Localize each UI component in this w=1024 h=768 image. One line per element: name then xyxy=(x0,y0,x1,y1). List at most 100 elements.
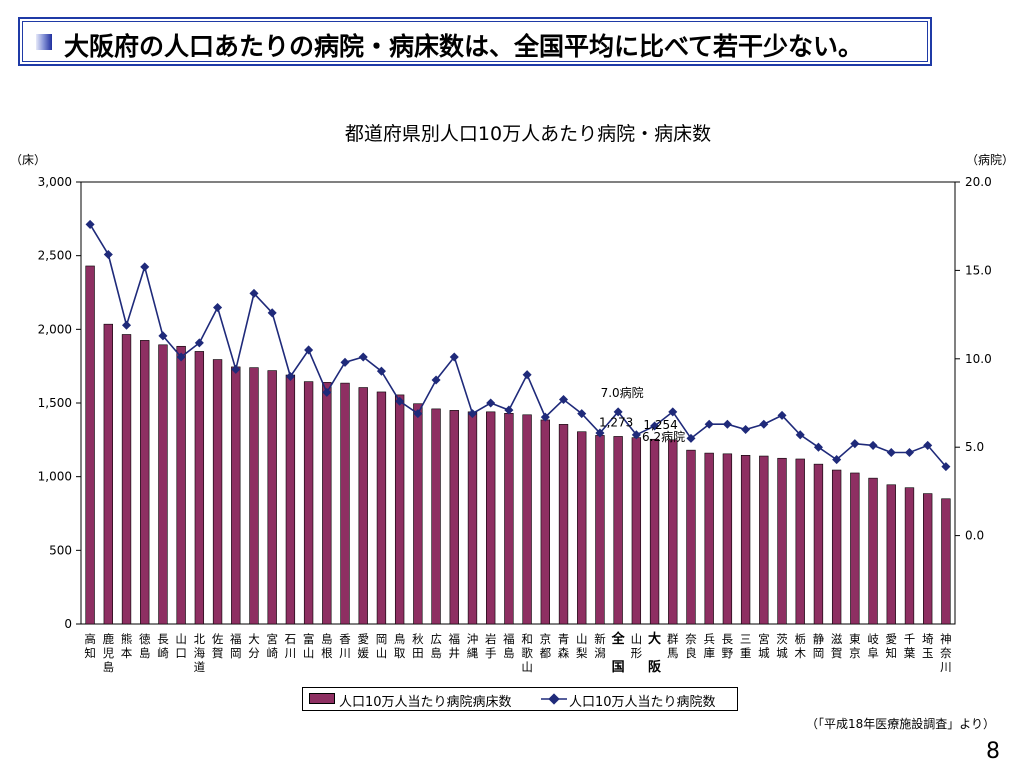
bar xyxy=(668,439,678,625)
x-tick-label: 阜 xyxy=(867,646,879,660)
x-tick-label: 滋 xyxy=(831,632,843,646)
x-tick-label: 北 xyxy=(194,632,206,646)
x-tick-label: 道 xyxy=(194,660,206,674)
bar xyxy=(540,419,550,625)
line-point xyxy=(722,419,732,429)
bar xyxy=(595,435,605,625)
header-box: 大阪府の人口あたりの病院・病床数は、全国平均に比べて若干少ない。 xyxy=(18,17,932,66)
x-tick-label: 兵 xyxy=(703,632,715,646)
x-tick-label: 川 xyxy=(339,646,351,660)
x-tick-label: 愛 xyxy=(886,632,898,646)
x-tick-label: 崎 xyxy=(266,646,278,660)
source-note: （「平成18年医療施設調査」より） xyxy=(806,717,996,731)
line-point xyxy=(759,419,769,429)
bar xyxy=(140,340,150,625)
y-right-tick-label: 15.0 xyxy=(965,263,992,277)
y-left-tick-label: 500 xyxy=(49,543,72,557)
bar xyxy=(613,436,623,625)
bar xyxy=(923,493,933,625)
x-tick-label: 玉 xyxy=(922,646,934,660)
bar xyxy=(759,455,769,625)
line-point xyxy=(832,455,842,465)
x-tick-label: 島 xyxy=(321,632,333,646)
x-tick-label: 賀 xyxy=(831,646,843,660)
bar xyxy=(686,449,696,625)
y-left-tick-label: 2,500 xyxy=(38,249,72,263)
bar xyxy=(449,410,459,625)
line-point xyxy=(668,407,678,417)
x-tick-label: 阪 xyxy=(648,660,662,675)
line-point xyxy=(140,262,150,272)
y-left-tick-label: 0 xyxy=(64,617,72,631)
line-point xyxy=(85,219,95,229)
line-point xyxy=(813,442,823,452)
y-left-tick-label: 3,000 xyxy=(38,175,72,189)
legend-line-swatch xyxy=(541,693,567,705)
bar xyxy=(795,458,805,625)
line-point xyxy=(522,370,532,380)
bar xyxy=(941,498,951,625)
line-point xyxy=(176,352,186,362)
legend-label-bars: 人口10万人当たり病院病床数 xyxy=(339,695,512,710)
x-tick-label: 分 xyxy=(248,646,260,660)
x-tick-label: 庫 xyxy=(703,646,715,660)
x-tick-label: 形 xyxy=(631,646,643,660)
x-tick-label: 手 xyxy=(485,646,497,660)
y-right-tick-label: 5.0 xyxy=(965,440,984,454)
chart-legend: 人口10万人当たり病院病床数 人口10万人当たり病院数 xyxy=(302,687,738,711)
line-point xyxy=(249,288,259,298)
line-point xyxy=(103,249,113,260)
bar xyxy=(285,374,296,625)
x-tick-label: 秋 xyxy=(412,632,424,646)
x-tick-label: 野 xyxy=(722,646,734,660)
legend-label-line: 人口10万人当たり病院数 xyxy=(569,695,716,710)
bar xyxy=(777,457,787,625)
data-annotation: 1,273 xyxy=(599,415,633,429)
line-point xyxy=(231,364,241,374)
bar xyxy=(376,391,387,625)
x-tick-label: 東 xyxy=(849,632,861,646)
x-tick-label: 根 xyxy=(321,646,333,660)
bar xyxy=(868,477,878,625)
y-left-tick-label: 1,000 xyxy=(38,470,72,484)
x-tick-label: 城 xyxy=(758,646,770,660)
line-point xyxy=(304,345,314,355)
bar xyxy=(267,370,277,625)
x-tick-label: 佐 xyxy=(212,632,224,646)
bar xyxy=(212,359,223,625)
x-tick-label: 城 xyxy=(776,646,788,660)
x-tick-label: 都 xyxy=(540,646,552,660)
y-left-tick-label: 1,500 xyxy=(38,396,72,410)
bar xyxy=(121,334,132,625)
line-point xyxy=(904,447,915,458)
x-tick-label: 山 xyxy=(175,632,187,646)
x-tick-label: 三 xyxy=(740,632,752,646)
x-tick-label: 山 xyxy=(631,632,643,646)
x-tick-label: 香 xyxy=(339,632,351,646)
x-tick-label: 宮 xyxy=(758,632,770,646)
x-tick-label: 京 xyxy=(540,632,552,646)
x-tick-label: 鳥 xyxy=(394,632,406,646)
x-tick-label: 知 xyxy=(886,646,898,660)
x-tick-label: 山 xyxy=(376,646,388,660)
bar xyxy=(249,367,259,625)
x-tick-label: 和 xyxy=(521,632,533,646)
bar xyxy=(649,438,660,625)
x-tick-label: 宮 xyxy=(266,632,278,646)
legend-bar-swatch xyxy=(309,693,335,704)
data-annotation: 6.2病院 xyxy=(642,429,685,444)
bar xyxy=(322,382,332,625)
bar xyxy=(631,437,642,625)
x-tick-label: 島 xyxy=(139,646,151,660)
x-tick-label: 川 xyxy=(940,660,952,674)
x-tick-label: 京 xyxy=(849,646,861,660)
x-tick-label: 本 xyxy=(121,646,133,660)
x-tick-label: 島 xyxy=(430,646,442,660)
y-left-unit-label: （床） xyxy=(10,153,46,167)
x-tick-label: 木 xyxy=(794,646,806,660)
x-tick-label: 新 xyxy=(594,632,606,646)
line-point xyxy=(686,433,696,443)
x-tick-label: 馬 xyxy=(667,646,679,660)
x-tick-label: 福 xyxy=(503,632,515,646)
x-tick-label: 岡 xyxy=(813,646,825,660)
